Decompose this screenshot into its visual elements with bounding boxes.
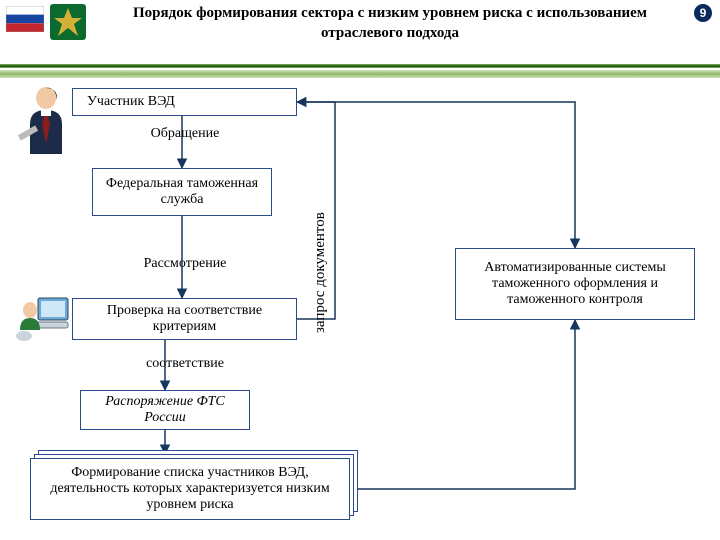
node-participant: Участник ВЭД	[72, 88, 297, 116]
emblem-icon	[48, 2, 88, 42]
label-appeal: Обращение	[110, 126, 260, 142]
label-review: Рассмотрение	[110, 256, 260, 272]
node-listing: Формирование списка участников ВЭД, деят…	[30, 458, 350, 520]
node-fts: Федеральная таможенная служба	[92, 168, 272, 216]
label-docreq: запрос документов	[312, 138, 329, 333]
header-divider-2	[0, 70, 720, 78]
diagram-canvas: Участник ВЭД Обращение Федеральная тамож…	[0, 78, 720, 540]
node-asys: Автоматизированные системы таможенного о…	[455, 248, 695, 320]
slide-number-badge: 9	[694, 4, 712, 22]
label-compliance: соответствие	[110, 356, 260, 372]
node-check: Проверка на соответствие критериям	[72, 298, 297, 340]
flag-icon	[6, 6, 44, 32]
page-title: Порядок формирования сектора с низким ур…	[100, 4, 680, 43]
node-order: Распоряжение ФТС России	[80, 390, 250, 430]
slide-header: 9 Порядок формирования сектора с низким …	[0, 0, 720, 64]
header-divider-1	[0, 64, 720, 68]
